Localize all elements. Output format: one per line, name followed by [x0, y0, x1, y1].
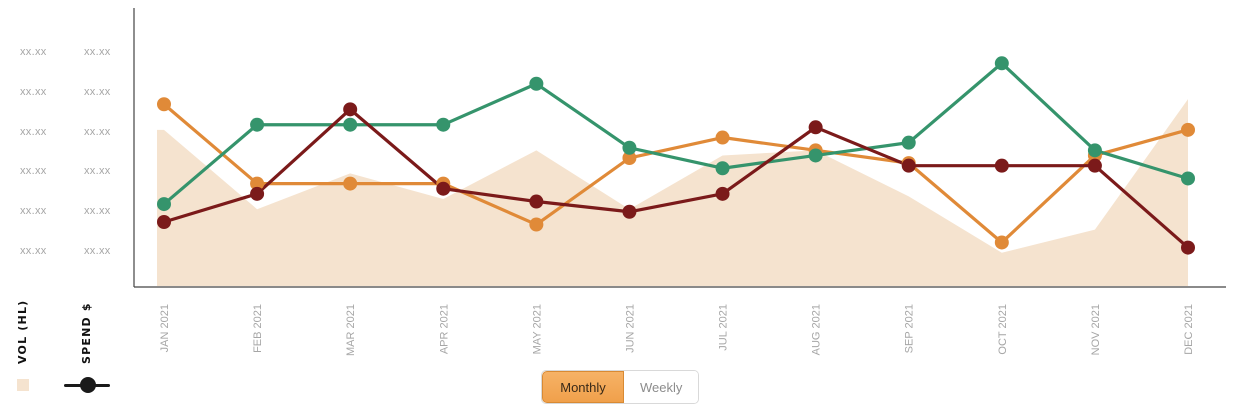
series-3-point [901, 158, 916, 173]
x-tick-label: FEB 2021 [252, 304, 264, 353]
series-3-point [808, 120, 823, 135]
y-tick-left: xx.xx [20, 245, 47, 257]
series-2-point [157, 197, 171, 212]
spend-legend-dot [80, 377, 96, 393]
series-1-point [994, 235, 1009, 250]
series-3-point [715, 186, 730, 201]
x-tick-label: SEP 2021 [904, 304, 916, 353]
y-tick-right: xx.xx [84, 86, 111, 98]
y-tick-left: xx.xx [20, 165, 47, 177]
series-1-point [715, 130, 730, 145]
series-3-point [157, 215, 171, 229]
period-toggle: Monthly Weekly [541, 370, 699, 404]
x-tick-label: NOV 2021 [1090, 304, 1102, 355]
series-1-line [162, 102, 1190, 245]
series-2-point [715, 161, 730, 176]
x-tick-label: MAY 2021 [531, 304, 543, 354]
y-tick-right: xx.xx [84, 165, 111, 177]
series-3-point [250, 186, 265, 201]
spend-legend-icon [64, 376, 110, 394]
series-3-point [436, 181, 451, 196]
series-3-point [622, 204, 637, 219]
x-tick-label: AUG 2021 [811, 304, 823, 355]
series-2-point [250, 117, 265, 132]
monthly-button[interactable]: Monthly [542, 371, 624, 403]
series-3-point [1087, 158, 1102, 173]
vol-legend-swatch [17, 379, 29, 391]
y-tick-right: xx.xx [84, 245, 111, 257]
vol-axis-title: VOL (HL) [16, 299, 29, 364]
volume-area [157, 99, 1188, 287]
series-1-point [622, 151, 637, 165]
x-tick-label: JAN 2021 [159, 304, 171, 352]
y-tick-right: xx.xx [84, 126, 111, 138]
series-2-point [436, 117, 451, 132]
x-tick-label: JUN 2021 [624, 304, 636, 353]
series-1-point [157, 97, 171, 112]
series-2-point [529, 76, 544, 91]
series-2-point [994, 56, 1009, 71]
series-3-point [529, 194, 544, 209]
x-tick-label: OCT 2021 [997, 304, 1009, 355]
series-2-point [622, 140, 637, 155]
x-tick-label: DEC 2021 [1183, 304, 1195, 355]
series-1-point [1181, 122, 1195, 137]
y-tick-right: xx.xx [84, 46, 111, 58]
x-tick-label: MAR 2021 [345, 304, 357, 356]
y-tick-left: xx.xx [20, 205, 47, 217]
series-1-point [250, 176, 265, 191]
series-2-point [1181, 171, 1195, 186]
series-1-point [529, 217, 544, 232]
y-tick-left: xx.xx [20, 126, 47, 138]
y-tick-left: xx.xx [20, 86, 47, 98]
series-2-point [343, 117, 358, 132]
series-1-point [343, 176, 358, 191]
y-tick-left: xx.xx [20, 46, 47, 58]
series-2-point [901, 135, 916, 150]
series-3-point [1181, 240, 1195, 255]
y-tick-right: xx.xx [84, 205, 111, 217]
series-3-point [343, 102, 358, 117]
spend-axis-title: SPEND $ [80, 302, 93, 364]
weekly-button[interactable]: Weekly [624, 371, 698, 403]
series-2-point [808, 148, 823, 163]
series-3-point [994, 158, 1009, 173]
x-tick-label: APR 2021 [438, 304, 450, 354]
series-3-line [162, 107, 1190, 250]
series-2-point [1087, 143, 1102, 158]
x-tick-label: JUL 2021 [718, 304, 730, 351]
